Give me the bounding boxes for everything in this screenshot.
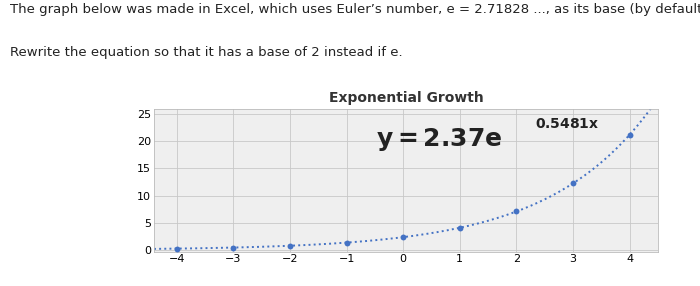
- Point: [568, 181, 579, 186]
- Point: [511, 209, 522, 214]
- Point: [228, 245, 239, 250]
- Text: $\mathbf{0.5481x}$: $\mathbf{0.5481x}$: [535, 117, 598, 131]
- Text: Rewrite the equation so that it has a base of 2 instead if e.: Rewrite the equation so that it has a ba…: [10, 46, 402, 59]
- Point: [454, 225, 466, 230]
- Title: Exponential Growth: Exponential Growth: [328, 91, 484, 105]
- Point: [624, 132, 636, 137]
- Point: [284, 243, 295, 248]
- Text: $\mathbf{y = 2.37e}$: $\mathbf{y = 2.37e}$: [376, 126, 502, 153]
- Point: [171, 246, 182, 251]
- Point: [398, 235, 409, 239]
- Text: The graph below was made in Excel, which uses Euler’s number, e = 2.71828 ..., a: The graph below was made in Excel, which…: [10, 3, 700, 16]
- Point: [341, 240, 352, 245]
